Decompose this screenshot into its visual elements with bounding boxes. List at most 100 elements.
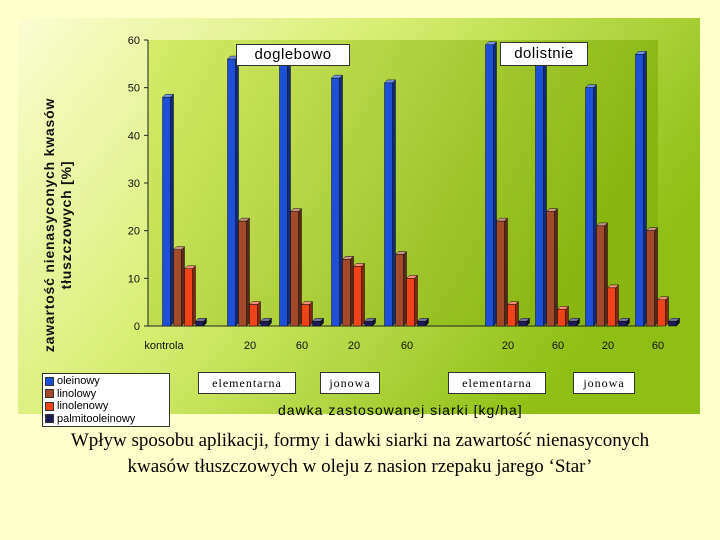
legend-label: linolowy	[57, 387, 97, 400]
bar-palmitooleinowy-4-front	[364, 320, 373, 327]
bar-linolenowy-3-side	[309, 300, 313, 327]
bar-linolenowy-9	[656, 296, 670, 327]
bar-oleinowy-3-front	[279, 63, 288, 327]
group-label-jonowa-1: jonowa	[320, 372, 380, 394]
y-tick-label: 20	[128, 226, 140, 238]
bar-linolenowy-2-front	[249, 304, 258, 327]
bar-linolowy-9	[645, 227, 659, 327]
bar-oleinowy-4-side	[339, 74, 343, 327]
bar-palmitooleinowy-7	[567, 317, 581, 327]
x-tick-label: 20	[348, 340, 360, 352]
bar-oleinowy-8-side	[593, 84, 597, 327]
bar-oleinowy-9	[634, 50, 648, 327]
bar-oleinowy-5	[383, 79, 397, 327]
y-tick-label: 40	[128, 130, 140, 142]
bar-linolenowy-7-front	[557, 309, 566, 327]
bar-oleinowy-1-front	[162, 96, 171, 327]
bar-linolenowy-1-side	[192, 265, 196, 327]
bar-oleinowy-6	[484, 41, 498, 327]
y-tick-label: 60	[128, 35, 140, 47]
bar-linolowy-6-side	[504, 217, 508, 327]
bar-linolenowy-6-front	[507, 304, 516, 327]
bar-linolowy-5	[394, 250, 408, 327]
bar-linolowy-3	[289, 207, 303, 327]
legend-swatch-linolenowy	[45, 401, 54, 411]
legend-label: linolenowy	[57, 400, 109, 412]
bar-oleinowy-8	[584, 84, 598, 327]
bar-linolenowy-6	[506, 300, 520, 327]
bar-oleinowy-3-side	[287, 60, 291, 327]
x-axis-title: dawka zastosowanej siarki [kg/ha]	[278, 402, 523, 418]
bar-oleinowy-4	[330, 74, 344, 327]
bar-linolowy-9-side	[654, 227, 658, 327]
x-tick-label: 60	[552, 340, 564, 352]
bar-linolowy-8-front	[596, 225, 605, 327]
bar-oleinowy-9-side	[643, 50, 647, 327]
bar-linolowy-7	[545, 207, 559, 327]
bar-palmitooleinowy-6	[517, 317, 531, 327]
x-tick-label: 60	[401, 340, 413, 352]
bar-linolenowy-8-side	[615, 284, 619, 327]
bar-linolowy-4-side	[350, 255, 354, 327]
y-tick-label: 50	[128, 83, 140, 95]
bar-oleinowy-2-front	[227, 58, 236, 327]
bar-linolenowy-5-front	[406, 278, 415, 327]
legend-label: oleinowy	[57, 375, 100, 387]
bar-oleinowy-2-side	[235, 55, 239, 327]
bar-linolenowy-4	[352, 262, 366, 327]
chart-panel: 0 10 20 30 40 50 60 kontrola 20 60 20 60 20 60 20 60 d…	[18, 18, 700, 427]
x-tick-label: 20	[602, 340, 614, 352]
bar-linolowy-6-front	[496, 220, 505, 327]
y-tick-label: 0	[134, 321, 140, 333]
bar-oleinowy-1-side	[170, 93, 174, 327]
bar-linolowy-4	[341, 255, 355, 327]
bar-palmitooleinowy-3-front	[312, 320, 321, 327]
bar-linolowy-1	[172, 246, 186, 327]
x-tick-label: 20	[244, 340, 256, 352]
bar-linolenowy-7-side	[565, 305, 569, 327]
bar-palmitooleinowy-8-front	[618, 320, 627, 327]
bar-linolenowy-1-front	[184, 268, 193, 327]
legend-item-oleinowy: oleinowy	[45, 375, 167, 388]
x-tick-label: 60	[652, 340, 664, 352]
group-label-elementarna-1: elementarna	[198, 372, 296, 394]
bar-linolenowy-3-front	[301, 304, 310, 327]
slide-caption: Wpływ sposobu aplikacji, formy i dawki s…	[70, 430, 650, 477]
bar-linolowy-2	[237, 217, 251, 327]
bar-linolowy-6	[495, 217, 509, 327]
bar-palmitooleinowy-8	[617, 317, 631, 327]
bar-linolowy-9-front	[646, 230, 655, 327]
bar-oleinowy-5-side	[392, 79, 396, 327]
bar-linolowy-2-side	[246, 217, 250, 327]
bar-linolenowy-5	[405, 274, 419, 327]
bar-palmitooleinowy-4	[363, 317, 377, 327]
bar-oleinowy-6-side	[493, 41, 497, 327]
bar-palmitooleinowy-5	[416, 317, 430, 327]
group-label-elementarna-2: elementarna	[448, 372, 546, 394]
bar-linolenowy-9-front	[657, 299, 666, 327]
bar-palmitooleinowy-9	[667, 317, 681, 327]
bar-linolenowy-5-side	[414, 274, 418, 327]
legend-swatch-linolowy	[45, 389, 54, 399]
bar-oleinowy-4-front	[331, 77, 340, 327]
legend-item-linolowy: linolowy	[45, 388, 167, 401]
bar-palmitooleinowy-6-front	[518, 320, 527, 327]
legend-item-palmitooleinowy: palmitooleinowy	[45, 413, 167, 426]
legend-item-linolenowy: linolenowy	[45, 400, 167, 413]
bar-oleinowy-7-front	[535, 49, 544, 327]
bar-linolowy-7-front	[546, 211, 555, 327]
bar-linolowy-4-front	[342, 259, 351, 327]
bar-linolowy-2-front	[238, 220, 247, 327]
bar-oleinowy-1	[161, 93, 175, 327]
bar-linolenowy-8	[606, 284, 620, 327]
bar-oleinowy-7	[534, 45, 548, 327]
bar-linolenowy-4-side	[361, 262, 365, 327]
x-tick-label: 60	[296, 340, 308, 352]
x-tick-label: kontrola	[144, 340, 184, 352]
bar-oleinowy-2	[226, 55, 240, 327]
bar-palmitooleinowy-5-front	[417, 320, 426, 327]
group-label-jonowa-2: jonowa	[573, 372, 635, 394]
bar-linolenowy-9-side	[665, 296, 669, 327]
section-label-doglebowo: doglebowo	[236, 44, 350, 66]
bar-linolowy-5-side	[403, 250, 407, 327]
